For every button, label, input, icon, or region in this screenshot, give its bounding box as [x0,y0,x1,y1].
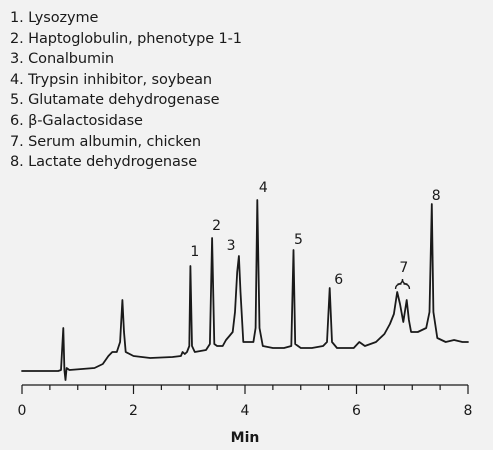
x-tick-label: 2 [129,403,138,419]
legend-item: 1. Lysozyme [10,10,99,26]
chromatogram-trace [21,199,469,381]
x-tick-label: 8 [464,403,473,419]
x-axis: 0 2 4 6 8 [18,384,473,419]
legend-item: 3. Conalbumin [10,51,114,68]
legend-item: 4. Trypsin inhibitor, soybean [10,71,213,88]
peak-label-1: 1 [190,244,199,260]
legend-item: 7. Serum albumin, chicken [10,133,201,150]
peak-7-bracket [394,278,411,290]
x-tick-label: 0 [18,403,27,419]
peak-label-5: 5 [294,232,303,248]
legend: 1. Lysozyme 2. Haptoglobulin, phenotype 1… [10,8,242,173]
peak-label-2: 2 [212,218,221,234]
peak-labels: 123 4 5 6 7 8 [190,180,440,288]
peak-label-4: 4 [259,180,268,196]
peak-label-8: 8 [432,188,441,204]
legend-item: 6. β-Galactosidase [10,112,143,129]
peak-label-7: 7 [399,260,408,276]
x-tick-label: 6 [352,403,361,419]
legend-item: 8. Lactate dehydrogenase [10,154,198,171]
peak-label-3: 3 [227,238,236,254]
legend-item: 2. Haptoglobulin, phenotype 1-1 [10,30,242,47]
x-axis-label: Min [231,430,260,446]
legend-item: 5. Glutamate dehydrogenase [10,92,220,109]
x-tick-label: 4 [241,403,250,419]
peak-label-6: 6 [334,272,343,288]
